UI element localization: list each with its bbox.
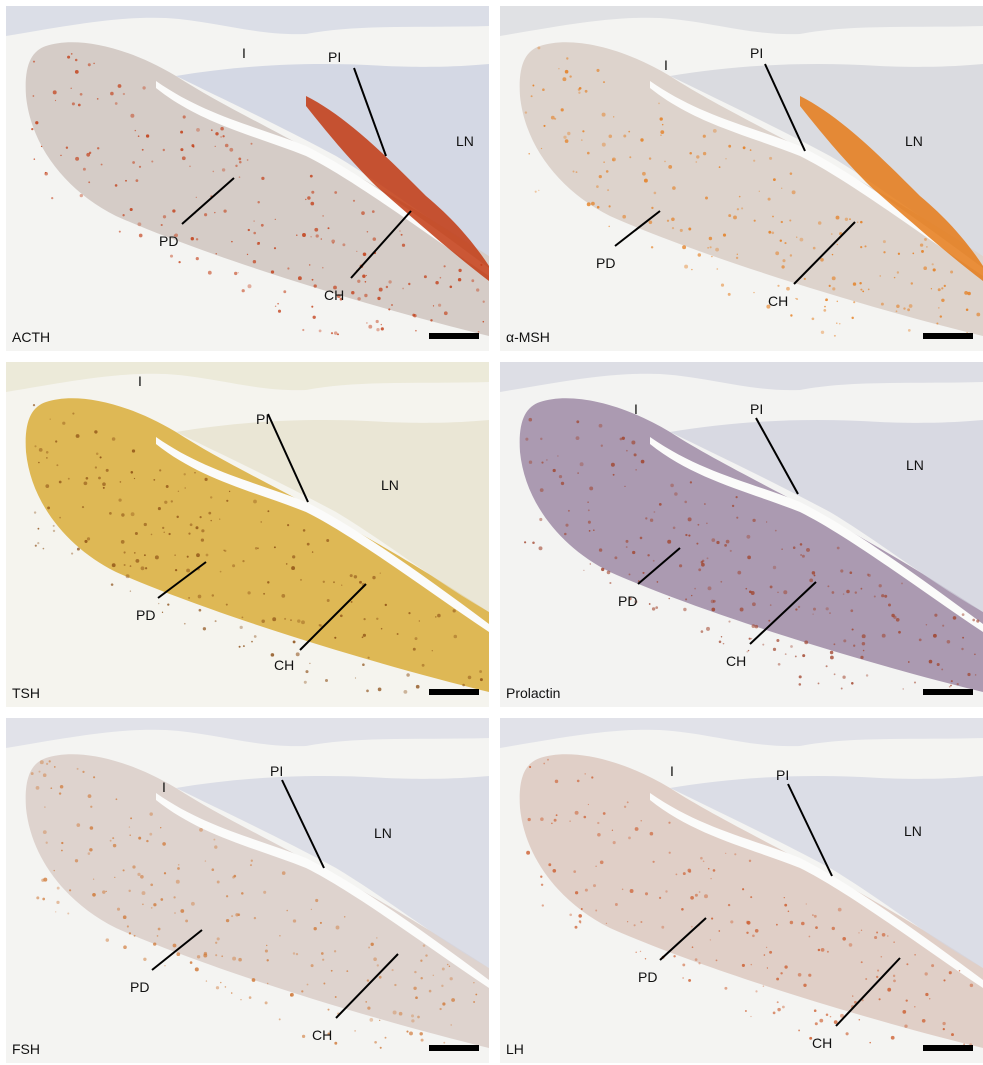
pi-pointer-line <box>787 783 833 877</box>
pi-pointer-line <box>764 63 806 152</box>
region-label-ch: CH <box>726 653 747 669</box>
panel-fsh: I PI LN PD CH FSH <box>6 718 489 1063</box>
region-label-i: I <box>138 373 142 389</box>
scale-bar <box>923 689 973 695</box>
panel-amsh: I PI LN PD CH α-MSH <box>500 6 983 351</box>
tissue-section-image <box>500 362 983 692</box>
stain-name-label: Prolactin <box>506 685 561 701</box>
region-label-i: I <box>664 57 668 73</box>
pi-pointer-line <box>353 67 387 157</box>
region-label-pi: PI <box>776 767 790 783</box>
region-label-ln: LN <box>904 823 922 839</box>
panel-lh: I PI LN PD CH LH <box>500 718 983 1063</box>
scale-bar <box>429 333 479 339</box>
tissue-section-image <box>500 6 983 337</box>
region-label-i: I <box>634 401 638 417</box>
pd-pointer-line <box>614 210 661 247</box>
ch-pointer-line <box>335 953 399 1019</box>
tissue-section-image <box>6 362 489 694</box>
pi-pointer-line <box>755 417 799 495</box>
pd-pointer-line <box>659 917 707 961</box>
scale-bar <box>923 333 973 339</box>
stain-name-label: ACTH <box>12 329 51 345</box>
region-label-i: I <box>670 763 674 779</box>
panel-prolactin: I PI LN PD CH Prolactin <box>500 362 983 707</box>
stain-name-label: TSH <box>12 685 40 701</box>
region-label-pi: PI <box>270 763 284 779</box>
stain-name-label: FSH <box>12 1041 40 1057</box>
region-label-ch: CH <box>812 1035 833 1051</box>
ch-pointer-line <box>749 581 817 645</box>
pd-pointer-line <box>181 177 235 225</box>
region-label-ch: CH <box>768 293 789 309</box>
region-label-ln: LN <box>906 457 924 473</box>
pd-pointer-line <box>157 561 207 599</box>
region-label-pd: PD <box>130 979 150 995</box>
region-label-ch: CH <box>324 287 345 303</box>
region-label-pd: PD <box>596 255 616 271</box>
tissue-section-image <box>500 718 983 1048</box>
region-label-ch: CH <box>312 1027 333 1043</box>
pd-pointer-line <box>637 547 681 585</box>
region-label-ln: LN <box>374 825 392 841</box>
pi-pointer-line <box>281 779 325 869</box>
scale-bar <box>923 1045 973 1051</box>
panel-acth: I PI LN PD CH ACTH <box>6 6 489 351</box>
region-label-pd: PD <box>638 969 658 985</box>
stain-name-label: LH <box>506 1041 524 1057</box>
scale-bar <box>429 1045 479 1051</box>
tissue-section-image <box>6 718 489 1049</box>
panel-tsh: I PI LN PD CH TSH <box>6 362 489 707</box>
ch-pointer-line <box>793 221 856 285</box>
region-label-pi: PI <box>750 401 764 417</box>
scale-bar <box>429 689 479 695</box>
tissue-section-image <box>6 6 489 336</box>
region-label-ch: CH <box>274 657 295 673</box>
ch-pointer-line <box>350 210 412 279</box>
region-label-pd: PD <box>136 607 156 623</box>
ch-pointer-line <box>835 957 901 1027</box>
region-label-i: I <box>162 779 166 795</box>
region-label-ln: LN <box>456 133 474 149</box>
region-label-pi: PI <box>750 45 764 61</box>
region-label-i: I <box>242 45 246 61</box>
region-label-pi: PI <box>328 49 342 65</box>
region-label-ln: LN <box>905 133 923 149</box>
ch-pointer-line <box>299 583 367 651</box>
pi-pointer-line <box>267 413 309 503</box>
region-label-pd: PD <box>618 593 638 609</box>
region-label-pi: PI <box>256 411 270 427</box>
stain-name-label: α-MSH <box>506 329 550 345</box>
region-label-ln: LN <box>381 477 399 493</box>
region-label-pd: PD <box>159 233 179 249</box>
pd-pointer-line <box>151 929 203 971</box>
